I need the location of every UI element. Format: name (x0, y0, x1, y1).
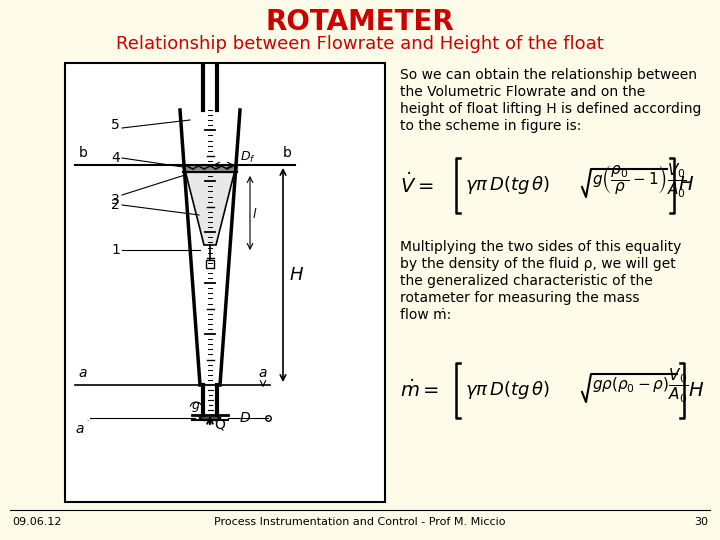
Text: Process Instrumentation and Control - Prof M. Miccio: Process Instrumentation and Control - Pr… (215, 517, 505, 527)
Text: flow ṁ:: flow ṁ: (400, 308, 451, 322)
Text: $g\rho(\rho_0-\rho)\dfrac{V_0}{A_0}$: $g\rho(\rho_0-\rho)\dfrac{V_0}{A_0}$ (592, 367, 688, 405)
Text: $D_f$: $D_f$ (240, 150, 256, 165)
Text: $H$: $H$ (678, 176, 694, 194)
Text: b: b (282, 146, 292, 160)
Text: $\gamma\pi\, D(tg\,\theta)$: $\gamma\pi\, D(tg\,\theta)$ (465, 379, 550, 401)
Text: 30: 30 (694, 517, 708, 527)
Text: 1: 1 (111, 243, 120, 257)
Text: $\dot{V} = $: $\dot{V} = $ (400, 173, 433, 197)
Text: Q: Q (214, 418, 225, 432)
Text: the generalized characteristic of the: the generalized characteristic of the (400, 274, 653, 288)
Text: So we can obtain the relationship between: So we can obtain the relationship betwee… (400, 68, 697, 82)
Text: 5: 5 (112, 118, 120, 132)
Text: Relationship between Flowrate and Height of the float: Relationship between Flowrate and Height… (116, 35, 604, 53)
Text: b: b (78, 146, 87, 160)
Text: height of float lifting H is defined according: height of float lifting H is defined acc… (400, 102, 701, 116)
Text: $\gamma\pi\, D(tg\,\theta)$: $\gamma\pi\, D(tg\,\theta)$ (465, 174, 550, 196)
Text: g: g (192, 399, 200, 411)
Polygon shape (185, 170, 235, 245)
Text: Multiplying the two sides of this equality: Multiplying the two sides of this equali… (400, 240, 681, 254)
Text: l: l (253, 208, 256, 221)
Text: $H$: $H$ (688, 381, 704, 400)
Text: rotameter for measuring the mass: rotameter for measuring the mass (400, 291, 639, 305)
Text: D: D (240, 411, 251, 425)
Text: $\dot{m} = $: $\dot{m} = $ (400, 379, 439, 401)
Text: 4: 4 (112, 151, 120, 165)
Text: by the density of the fluid ρ, we will get: by the density of the fluid ρ, we will g… (400, 257, 676, 271)
Text: ˙: ˙ (85, 421, 89, 429)
Text: $g\left(\dfrac{\rho_0}{\rho}-1\right)\dfrac{V_0}{A_0}$: $g\left(\dfrac{\rho_0}{\rho}-1\right)\df… (592, 162, 687, 200)
Text: the Volumetric Flowrate and on the: the Volumetric Flowrate and on the (400, 85, 645, 99)
Text: a: a (258, 366, 267, 380)
Text: 2: 2 (112, 198, 120, 212)
Text: ROTAMETER: ROTAMETER (266, 8, 454, 36)
Text: 09.06.12: 09.06.12 (12, 517, 61, 527)
Text: a: a (76, 422, 84, 436)
Bar (206, 260, 214, 268)
Text: 3: 3 (112, 193, 120, 207)
Text: to the scheme in figure is:: to the scheme in figure is: (400, 119, 581, 133)
Text: H: H (290, 266, 304, 284)
Bar (65, 63, 385, 502)
Text: a: a (78, 366, 87, 380)
